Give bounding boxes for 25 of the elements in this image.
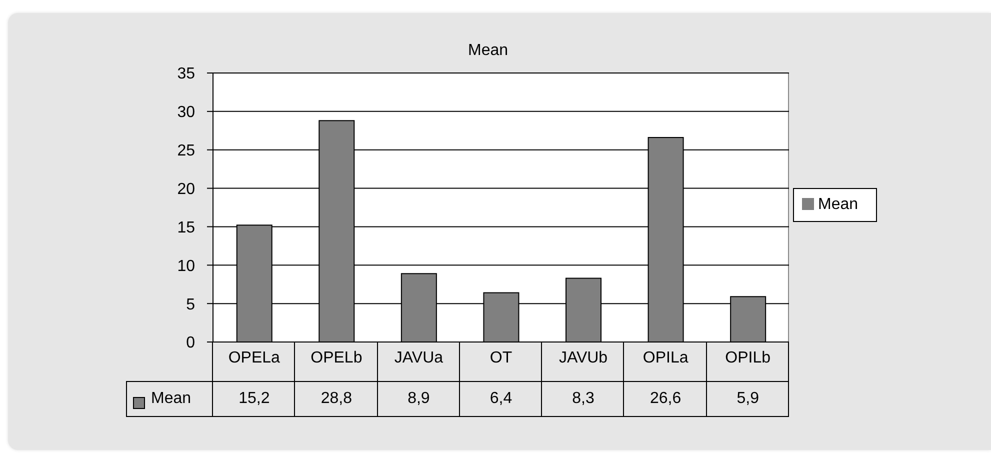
x-tick-label: OPILb <box>725 349 771 366</box>
y-tick-label: 0 <box>186 334 196 352</box>
chart-title: Mean <box>468 41 508 61</box>
text: Mean <box>151 390 192 407</box>
y-tick-label: 30 <box>177 104 196 122</box>
x-tick-label: JAVUa <box>394 349 444 366</box>
data-label: 6,4 <box>490 389 512 409</box>
data-label: 8,3 <box>572 389 594 409</box>
y-tick-label: 20 <box>177 180 196 198</box>
x-tick-label: OPELb <box>310 349 362 366</box>
legend-label: Mean <box>818 196 858 212</box>
data-label: 8,9 <box>408 389 430 409</box>
data-label: 15,2 <box>238 389 270 409</box>
x-tick-label: OPILa <box>642 349 688 366</box>
x-tick-label: OT <box>490 349 512 366</box>
y-tick-label: 35 <box>177 66 196 83</box>
data-label: 26,6 <box>650 389 682 409</box>
data-label: 5,9 <box>736 389 759 409</box>
y-tick-label: 25 <box>177 142 196 160</box>
y-tick-label: 15 <box>177 219 196 236</box>
x-tick-label: OPELa <box>228 349 280 366</box>
y-tick-label: 5 <box>186 296 196 314</box>
y-tick-label: 10 <box>177 258 196 275</box>
x-tick-label: JAVUb <box>558 349 608 366</box>
data-label: 28,8 <box>320 389 352 409</box>
